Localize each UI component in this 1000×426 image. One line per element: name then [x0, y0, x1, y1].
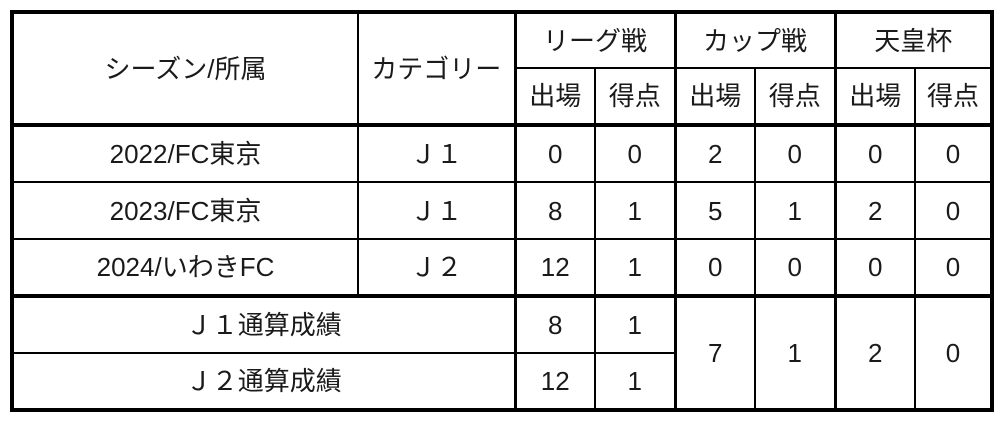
header-group-cup: カップ戦	[674, 11, 837, 69]
total-cell-league-goals: 1	[593, 352, 677, 411]
category-cell: Ｊ１	[357, 124, 517, 183]
header-group-row: シーズン/所属 カテゴリー リーグ戦 カップ戦 天皇杯	[11, 11, 994, 127]
table-row-2022: 2022/FC東京 Ｊ１ 0 0 2 0 0 0	[11, 124, 994, 183]
stat-cell-emperors-goals: 0	[914, 238, 994, 298]
header-category: カテゴリー	[357, 11, 517, 127]
stat-cell-league-apps: 12	[514, 238, 596, 298]
subheader-cup-appearances: 出場	[674, 67, 757, 127]
stat-cell-league-apps: 8	[514, 181, 596, 240]
stat-cell-emperors-goals: 0	[914, 181, 994, 240]
total-cell-cup-apps: 7	[674, 295, 757, 411]
stat-cell-cup-goals: 0	[754, 124, 837, 183]
stat-cell-emperors-apps: 0	[834, 238, 917, 298]
header-season-club: シーズン/所属	[11, 11, 359, 127]
total-cell-cup-goals: 1	[754, 295, 837, 411]
stat-cell-emperors-goals: 0	[914, 124, 994, 183]
subheader-cup-goals: 得点	[754, 67, 837, 127]
total-cell-league-apps: 8	[514, 295, 596, 354]
season-cell: 2024/いわきFC	[11, 238, 359, 298]
season-cell: 2022/FC東京	[11, 124, 359, 183]
total-cell-league-goals: 1	[593, 295, 677, 354]
stat-cell-cup-apps: 2	[674, 124, 757, 183]
stat-cell-cup-goals: 0	[754, 238, 837, 298]
total-label-j1: Ｊ１通算成績	[11, 295, 517, 354]
subheader-emperors-goals: 得点	[914, 67, 994, 127]
subheader-league-appearances: 出場	[514, 67, 596, 127]
category-cell: Ｊ２	[357, 238, 517, 298]
player-stats-table: シーズン/所属 カテゴリー リーグ戦 カップ戦 天皇杯 出場 得点 出場 得点 …	[10, 10, 995, 412]
stat-cell-league-goals: 1	[593, 238, 677, 298]
season-cell: 2023/FC東京	[11, 181, 359, 240]
table-row-2023: 2023/FC東京 Ｊ１ 8 1 5 1 2 0	[11, 181, 994, 240]
total-cell-emperors-goals: 0	[914, 295, 994, 411]
table-row-j1-totals: Ｊ１通算成績 8 1 7 1 2 0	[11, 295, 994, 411]
total-cell-league-apps: 12	[514, 352, 596, 411]
stat-cell-league-goals: 1	[593, 181, 677, 240]
stat-cell-emperors-apps: 0	[834, 124, 917, 183]
table-row-j2-totals: Ｊ２通算成績 12 1	[11, 352, 992, 411]
stat-cell-league-apps: 0	[514, 124, 596, 183]
header-group-league: リーグ戦	[513, 11, 677, 69]
total-label-j2: Ｊ２通算成績	[11, 352, 517, 411]
stat-cell-cup-apps: 0	[674, 238, 757, 298]
header-sub-row: 出場 得点 出場 得点 出場 得点	[12, 67, 994, 127]
subheader-league-goals: 得点	[593, 67, 677, 127]
stat-cell-cup-goals: 1	[754, 181, 837, 240]
total-cell-emperors-apps: 2	[834, 295, 917, 411]
stat-cell-cup-apps: 5	[674, 181, 757, 240]
stat-cell-league-goals: 0	[593, 124, 677, 183]
table-row-2024: 2024/いわきFC Ｊ２ 12 1 0 0 0 0	[11, 238, 994, 298]
stat-cell-emperors-apps: 2	[834, 181, 917, 240]
header-group-emperors-cup: 天皇杯	[834, 11, 994, 69]
category-cell: Ｊ１	[357, 181, 517, 240]
subheader-emperors-appearances: 出場	[834, 67, 917, 127]
